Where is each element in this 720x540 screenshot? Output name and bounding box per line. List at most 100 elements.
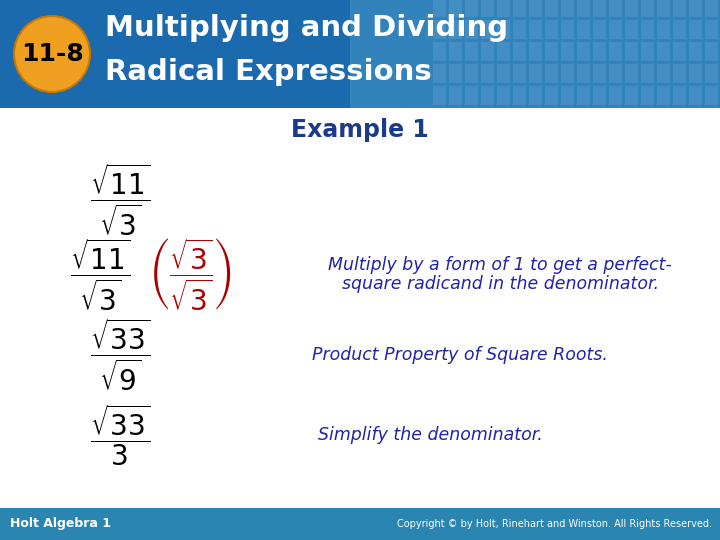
Text: Holt Algebra 1: Holt Algebra 1 xyxy=(10,517,111,530)
Bar xyxy=(497,86,510,105)
Bar xyxy=(673,0,686,17)
Bar xyxy=(449,86,462,105)
Bar xyxy=(529,20,542,39)
Bar xyxy=(481,20,494,39)
Bar xyxy=(433,20,446,39)
Bar xyxy=(561,42,574,61)
Text: Simplify the denominator.: Simplify the denominator. xyxy=(318,426,542,444)
Text: $\dfrac{\sqrt{33}}{\sqrt{9}}$: $\dfrac{\sqrt{33}}{\sqrt{9}}$ xyxy=(90,317,150,393)
Bar xyxy=(673,64,686,83)
Bar xyxy=(609,86,622,105)
Bar xyxy=(657,0,670,17)
Bar xyxy=(673,42,686,61)
Bar xyxy=(609,0,622,17)
Bar xyxy=(625,0,638,17)
Bar xyxy=(641,20,654,39)
Bar xyxy=(657,86,670,105)
Bar xyxy=(689,42,702,61)
Bar xyxy=(545,64,558,83)
Bar xyxy=(0,0,720,108)
Bar xyxy=(513,64,526,83)
Bar xyxy=(0,508,720,540)
Bar xyxy=(433,86,446,105)
Bar xyxy=(529,42,542,61)
Bar xyxy=(577,42,590,61)
Text: Multiply by a form of 1 to get a perfect-: Multiply by a form of 1 to get a perfect… xyxy=(328,256,672,274)
Bar xyxy=(689,20,702,39)
Bar xyxy=(657,20,670,39)
Bar xyxy=(657,42,670,61)
Bar xyxy=(465,86,478,105)
Bar xyxy=(465,20,478,39)
Bar xyxy=(449,20,462,39)
Text: $\dfrac{\sqrt{33}}{3}$: $\dfrac{\sqrt{33}}{3}$ xyxy=(90,402,150,468)
Bar xyxy=(433,64,446,83)
Bar xyxy=(497,42,510,61)
Bar xyxy=(577,64,590,83)
Bar xyxy=(513,86,526,105)
Bar xyxy=(641,42,654,61)
Bar xyxy=(609,20,622,39)
Bar xyxy=(433,0,446,17)
Bar xyxy=(609,42,622,61)
Bar xyxy=(433,42,446,61)
Bar xyxy=(657,64,670,83)
Text: 11-8: 11-8 xyxy=(21,42,84,66)
Bar xyxy=(561,0,574,17)
Bar xyxy=(513,20,526,39)
Bar xyxy=(705,20,718,39)
Bar xyxy=(689,64,702,83)
Bar xyxy=(513,0,526,17)
Text: Product Property of Square Roots.: Product Property of Square Roots. xyxy=(312,346,608,364)
Bar xyxy=(593,64,606,83)
Bar xyxy=(561,20,574,39)
Bar xyxy=(673,20,686,39)
Bar xyxy=(497,64,510,83)
Text: square radicand in the denominator.: square radicand in the denominator. xyxy=(341,275,659,293)
Bar xyxy=(465,64,478,83)
Bar xyxy=(577,86,590,105)
Bar xyxy=(465,42,478,61)
Bar xyxy=(529,64,542,83)
Bar xyxy=(609,64,622,83)
Bar xyxy=(449,64,462,83)
Bar xyxy=(625,42,638,61)
Bar xyxy=(561,86,574,105)
Bar xyxy=(449,42,462,61)
Text: $\dfrac{\sqrt{11}}{\sqrt{3}}$: $\dfrac{\sqrt{11}}{\sqrt{3}}$ xyxy=(70,237,130,313)
Bar xyxy=(593,86,606,105)
Circle shape xyxy=(14,16,90,92)
Bar xyxy=(350,0,720,108)
Bar xyxy=(545,20,558,39)
Bar xyxy=(593,0,606,17)
Bar xyxy=(593,20,606,39)
Bar xyxy=(705,86,718,105)
Bar xyxy=(593,42,606,61)
Bar xyxy=(689,86,702,105)
Bar xyxy=(481,0,494,17)
Bar xyxy=(561,64,574,83)
Bar xyxy=(545,0,558,17)
Bar xyxy=(497,20,510,39)
Bar xyxy=(673,86,686,105)
Bar xyxy=(545,86,558,105)
Bar xyxy=(625,86,638,105)
Bar xyxy=(481,64,494,83)
Text: Multiplying and Dividing: Multiplying and Dividing xyxy=(105,14,508,42)
Bar xyxy=(625,64,638,83)
Bar xyxy=(545,42,558,61)
Bar xyxy=(577,0,590,17)
Text: Copyright © by Holt, Rinehart and Winston. All Rights Reserved.: Copyright © by Holt, Rinehart and Winsto… xyxy=(397,519,712,529)
Text: Radical Expressions: Radical Expressions xyxy=(105,58,432,86)
Bar xyxy=(641,0,654,17)
Bar xyxy=(513,42,526,61)
Bar xyxy=(705,64,718,83)
Bar xyxy=(577,20,590,39)
Bar xyxy=(625,20,638,39)
Bar xyxy=(481,86,494,105)
Bar xyxy=(449,0,462,17)
Bar xyxy=(689,0,702,17)
Bar xyxy=(641,86,654,105)
Text: Example 1: Example 1 xyxy=(291,118,429,142)
Bar xyxy=(465,0,478,17)
